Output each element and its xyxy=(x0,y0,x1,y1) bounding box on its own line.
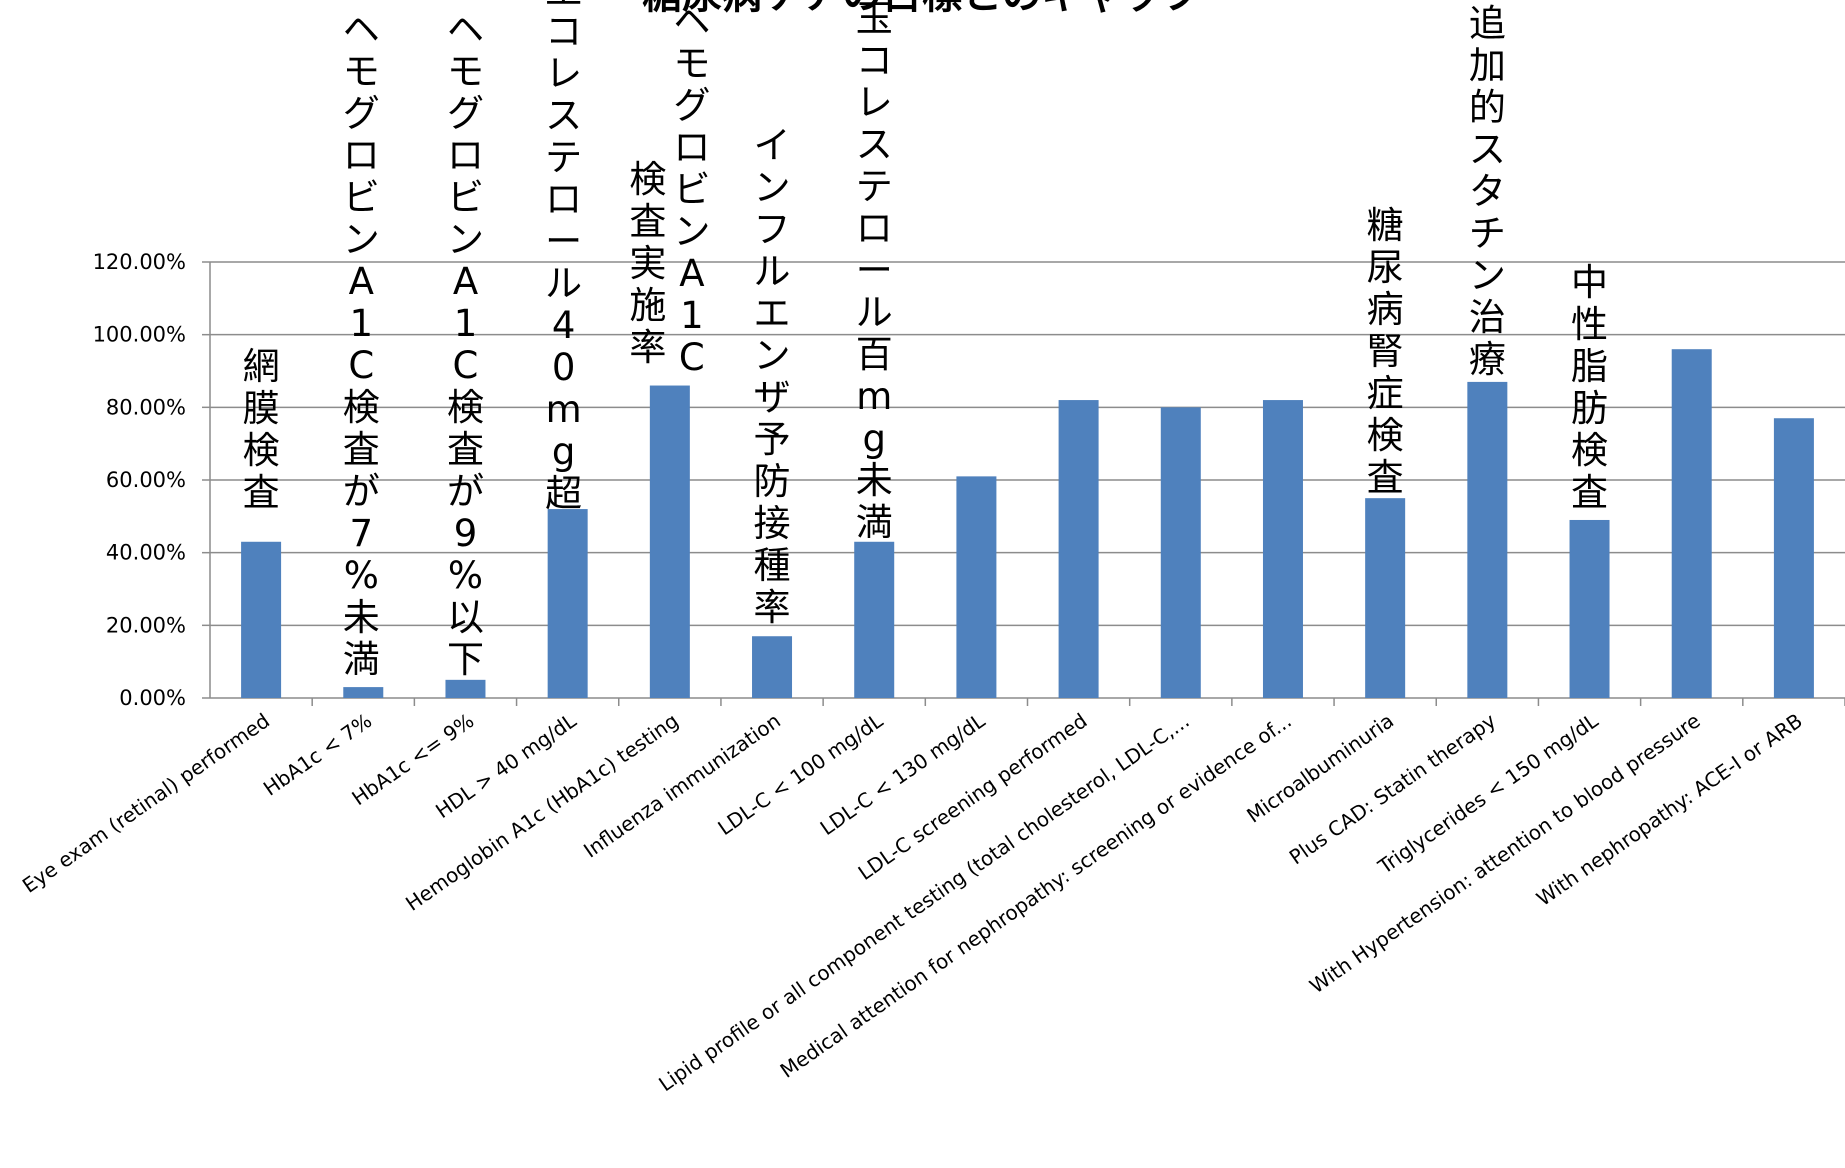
bar xyxy=(343,687,384,698)
bar xyxy=(649,385,690,698)
bar xyxy=(1773,418,1814,698)
bar xyxy=(1467,381,1508,698)
bar xyxy=(547,509,588,698)
bar xyxy=(854,541,895,698)
annotation-label: 悪玉コレステロール百mg未満 xyxy=(856,0,893,544)
bar xyxy=(1262,400,1303,698)
y-tick-labels: 0.00% 20.00% 40.00% 60.00% 80.00% 100.00% 120.… xyxy=(93,250,186,710)
bar xyxy=(1671,349,1712,698)
annotation-label: インフルエンザ予防接種率 xyxy=(754,124,791,629)
y-tick-label: 20.00% xyxy=(106,613,186,637)
bar xyxy=(1058,400,1099,698)
annotation-label: 善玉コレステロール40mg超 xyxy=(545,0,582,515)
y-tick-label: 0.00% xyxy=(119,686,186,710)
annotation-label: 検査実施率 xyxy=(629,158,666,369)
y-tick-label: 40.00% xyxy=(106,541,186,565)
bar xyxy=(1365,498,1406,698)
bar xyxy=(752,636,793,698)
annotation-label: ヘモグロビン A 1 C 検査が 7 %未満 xyxy=(343,8,380,681)
x-tick-label: LDL-C < 130 mg/dL xyxy=(816,708,990,840)
bar xyxy=(956,476,997,698)
y-tick-label: 100.00% xyxy=(93,323,186,347)
y-tick-label: 60.00% xyxy=(106,468,186,492)
bar xyxy=(1569,519,1610,698)
y-tick-label: 120.00% xyxy=(93,250,186,274)
chart-title: 糖尿病ケアの目標とのギャップ xyxy=(642,0,1202,18)
annotation-label: 網膜検査 xyxy=(243,345,280,514)
x-tick-label: LDL-C < 100 mg/dL xyxy=(713,708,887,840)
annotation-label: 中性脂肪検査 xyxy=(1571,261,1608,514)
annotation-label: ヘモグロビン A 1 C 検査が 9 %以下 xyxy=(447,8,484,681)
bar xyxy=(1160,407,1201,698)
annotation-label: 糖尿病腎症検査 xyxy=(1367,204,1404,499)
y-tick-label: 80.00% xyxy=(106,395,186,419)
bar xyxy=(241,541,282,698)
bar xyxy=(445,679,486,698)
x-tick-label: Eye exam (retinal) performed xyxy=(18,708,274,897)
x-tick-label: With Hypertension: attention to blood pr… xyxy=(1305,708,1704,998)
annotation-label: ヘモグロビン A 1 C xyxy=(673,0,710,379)
x-tick-label: Influenza immunization xyxy=(579,708,785,862)
bars xyxy=(241,349,1814,698)
annotation-label: 追加的スタチン治療 xyxy=(1469,2,1506,381)
